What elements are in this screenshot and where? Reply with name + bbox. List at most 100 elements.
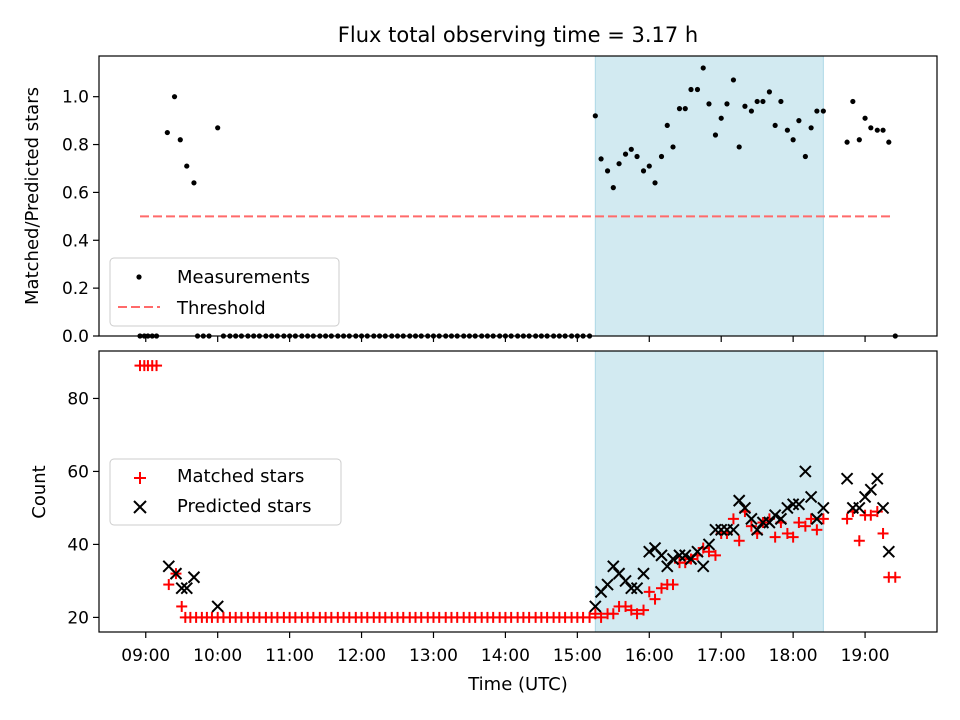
measurement-point <box>766 89 773 95</box>
predicted-star-point <box>666 552 680 566</box>
matched-star-point <box>595 611 607 623</box>
x-tick-label: 18:00 <box>769 646 818 666</box>
legend-marker-predicted <box>133 500 147 514</box>
measurement-point <box>604 168 611 174</box>
matched-star-point <box>799 520 811 532</box>
measurement-point <box>844 139 850 145</box>
measurement-point <box>862 115 868 121</box>
measurement-point <box>712 132 719 138</box>
predicted-star-point <box>738 501 752 515</box>
predicted-star-point <box>673 549 686 562</box>
predicted-star-point <box>804 490 818 504</box>
measurement-point <box>191 180 197 186</box>
y-tick-label-bottom: 80 <box>67 389 89 409</box>
predicted-star-point <box>655 549 668 562</box>
predicted-star-point <box>763 516 776 529</box>
measurement-point <box>694 86 701 93</box>
measurement-point <box>784 127 790 133</box>
predicted-star-point <box>774 512 788 526</box>
matched-star-point <box>871 506 883 518</box>
predicted-star-point <box>817 501 830 515</box>
measurement-point <box>868 125 874 131</box>
matched-star-point <box>745 520 757 532</box>
y-tick-label-bottom: 40 <box>67 535 89 555</box>
predicted-star-point <box>187 571 201 584</box>
predicted-star-point <box>691 545 704 558</box>
predicted-star-point <box>853 501 866 515</box>
measurement-point <box>177 137 183 143</box>
measurement-point <box>736 144 742 150</box>
matched-star-point <box>656 582 668 594</box>
measurement-point <box>856 137 862 143</box>
x-tick-label: 19:00 <box>841 646 890 666</box>
legend-top: Measurements Threshold <box>109 257 340 327</box>
legend-label-measurements: Measurements <box>177 267 310 288</box>
matched-star-point <box>709 549 721 561</box>
matched-star-point <box>176 600 188 612</box>
axes-frame-top <box>98 55 938 337</box>
predicted-star-point <box>175 582 188 595</box>
predicted-star-point <box>858 490 872 504</box>
predicted-star-point <box>169 567 183 580</box>
y-tick-label-top: 0.2 <box>62 279 89 299</box>
matched-star-point <box>769 531 781 543</box>
measurement-point <box>215 125 221 131</box>
measurement-point <box>730 77 737 83</box>
y-ticks-top: 0.0 0.2 0.4 0.6 0.8 1.0 <box>62 88 99 347</box>
predicted-star-point <box>661 560 674 573</box>
measurement-point <box>772 122 778 129</box>
predicted-star-point <box>702 538 716 551</box>
predicted-star-point <box>601 578 614 591</box>
matched-star-point <box>727 513 739 525</box>
legend-label-threshold: Threshold <box>176 298 266 319</box>
measurement-point <box>820 108 826 114</box>
predicted-star-point <box>732 494 746 507</box>
measurement-point <box>682 106 688 112</box>
matched-star-point <box>607 608 619 620</box>
figure-title: Flux total observing time = 3.17 h <box>338 23 698 47</box>
measurement-point <box>790 137 796 143</box>
measurement-point <box>742 103 748 109</box>
matched-star-point <box>697 542 709 554</box>
y-tick-label-top: 0.4 <box>62 231 89 251</box>
measurement-point <box>676 106 683 112</box>
measurement-point <box>640 168 647 174</box>
x-tick-label: 13:00 <box>409 646 458 666</box>
predicted-star-point <box>625 582 638 595</box>
y-tick-label-top: 0.8 <box>62 136 89 156</box>
measurement-point <box>622 151 629 157</box>
y-tick-label-top: 0.6 <box>62 183 89 203</box>
predicted-star-point <box>840 472 854 485</box>
predicted-star-point <box>781 501 794 515</box>
matched-star-point <box>841 513 853 525</box>
measurement-point <box>171 94 178 100</box>
predicted-star-point <box>871 472 884 485</box>
matched-star-point <box>793 517 805 529</box>
measurement-point <box>652 180 658 186</box>
matched-star-point <box>733 535 745 547</box>
matched-star-point <box>877 527 889 539</box>
matched-star-point <box>787 531 799 543</box>
matched-star-point <box>817 513 829 525</box>
predicted-star-point <box>745 512 758 526</box>
y-ticks-bottom: 20 40 60 80 <box>67 389 99 628</box>
matched-star-point <box>589 608 601 620</box>
measurement-point <box>670 144 676 150</box>
legend-label-matched: Matched stars <box>177 466 304 487</box>
legend-box-bottom <box>109 458 342 526</box>
matched-star-point <box>889 571 901 583</box>
shade-span-top <box>594 55 824 337</box>
predicted-star-point <box>792 498 806 511</box>
x-tick-label: 09:00 <box>121 646 170 666</box>
measurement-point <box>748 108 755 114</box>
measurement-point <box>814 108 820 114</box>
matched-star-point <box>853 535 865 547</box>
measurement-point <box>598 156 604 162</box>
predicted-star-point <box>876 501 890 515</box>
axes-frame-bottom <box>98 350 938 633</box>
y-tick-label-bottom: 60 <box>67 462 89 482</box>
y-axis-label-top: Matched/Predicted stars <box>22 87 43 305</box>
legend-marker-matched <box>134 472 146 484</box>
predicted-star-point <box>709 523 722 537</box>
predicted-star-point <box>619 574 632 588</box>
